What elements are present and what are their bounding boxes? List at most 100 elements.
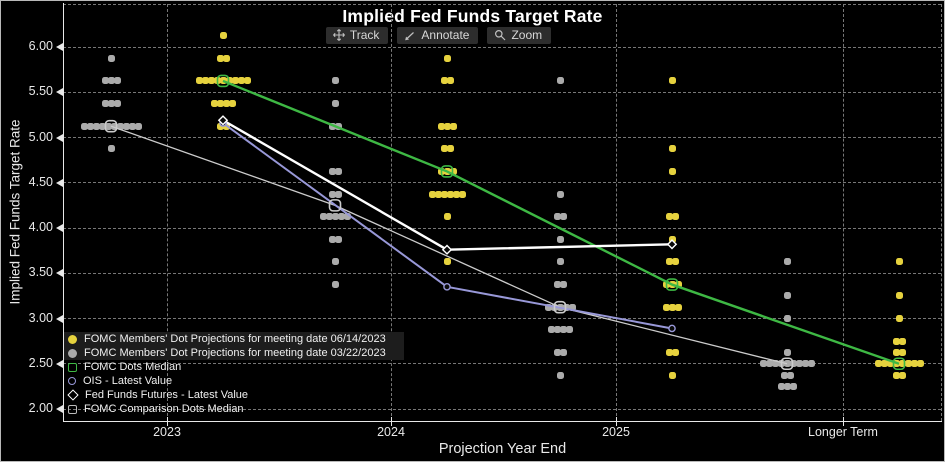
fomc-dot bbox=[334, 235, 342, 243]
blue-circle-marker-icon bbox=[68, 377, 76, 385]
fomc-dot bbox=[556, 258, 564, 266]
fomc-dot bbox=[343, 213, 351, 221]
fomc-dot bbox=[107, 100, 115, 108]
y-tick-arrow bbox=[56, 88, 63, 97]
fomc-dot bbox=[86, 122, 94, 130]
gridline-horizontal bbox=[63, 91, 941, 93]
fomc-dot bbox=[222, 122, 230, 130]
gridline-horizontal bbox=[63, 272, 941, 274]
fomc-dot bbox=[807, 360, 815, 368]
yellow-dot-marker-icon bbox=[68, 334, 77, 344]
fomc-dot bbox=[780, 371, 788, 379]
y-tick-arrow bbox=[56, 359, 63, 368]
legend-item-june-dots[interactable]: FOMC Members' Dot Projections for meetin… bbox=[64, 332, 404, 346]
fomc-dot bbox=[113, 77, 121, 85]
y-tick-label: 5.00 bbox=[28, 129, 53, 144]
y-tick-arrow bbox=[56, 269, 63, 278]
x-tick-label: 2023 bbox=[153, 425, 181, 439]
futures-point-marker bbox=[441, 244, 453, 255]
fomc-dot bbox=[331, 100, 339, 108]
fomc-dot bbox=[107, 145, 115, 153]
legend-label: Fed Funds Futures - Latest Value bbox=[85, 389, 249, 401]
green-square-marker-icon bbox=[68, 362, 77, 372]
fomc-dot bbox=[892, 371, 900, 379]
gridline-horizontal bbox=[63, 182, 941, 184]
fomc-dot bbox=[195, 77, 203, 85]
y-tick-label: 5.50 bbox=[28, 84, 53, 99]
fomc-dot bbox=[80, 122, 88, 130]
zoom-button[interactable]: Zoom bbox=[487, 27, 552, 44]
x-tick-mark bbox=[167, 417, 168, 426]
x-tick-label: 2025 bbox=[602, 425, 630, 439]
fomc-dot bbox=[668, 77, 676, 85]
y-tick-arrow bbox=[56, 314, 63, 323]
fomc-dot bbox=[671, 348, 679, 356]
fomc-dot bbox=[222, 54, 230, 62]
gray-square-marker-icon bbox=[68, 404, 77, 414]
fomc-dot bbox=[219, 32, 227, 40]
fomc-dot bbox=[134, 122, 142, 130]
legend-label: FOMC Comparison Dots Median bbox=[84, 403, 244, 415]
legend-item-fed-funds-futures[interactable]: Fed Funds Futures - Latest Value bbox=[64, 388, 404, 402]
fomc-dot bbox=[210, 100, 218, 108]
zoom-icon bbox=[494, 29, 506, 41]
y-tick-label: 2.00 bbox=[28, 401, 53, 415]
x-axis-title: Projection Year End bbox=[438, 441, 567, 457]
gridline-vertical bbox=[615, 4, 617, 421]
gridline-horizontal bbox=[63, 46, 941, 48]
gridline-horizontal bbox=[63, 227, 941, 229]
fomc-dot bbox=[668, 235, 676, 243]
y-tick-label: 3.50 bbox=[28, 265, 53, 280]
series-line bbox=[110, 125, 788, 365]
zoom-button-label: Zoom bbox=[511, 28, 543, 42]
gridline-horizontal bbox=[63, 318, 941, 319]
fomc-dot bbox=[559, 213, 567, 221]
legend-item-fomc-median[interactable]: FOMC Dots Median bbox=[64, 360, 404, 374]
fomc-dot bbox=[668, 145, 676, 153]
fomc-dot bbox=[895, 258, 903, 266]
gridline-horizontal bbox=[63, 408, 941, 410]
fomc-dot bbox=[98, 122, 106, 130]
fomc-dot bbox=[556, 371, 564, 379]
legend-label: FOMC Dots Median bbox=[84, 361, 182, 373]
fomc-dot bbox=[92, 122, 100, 130]
fomc-dot bbox=[331, 258, 339, 266]
fomc-dot bbox=[783, 258, 791, 266]
fomc-dot bbox=[443, 54, 451, 62]
fomc-dot bbox=[334, 190, 342, 198]
fomc-dot bbox=[783, 348, 791, 356]
fomc-dot bbox=[789, 382, 797, 390]
y-tick-label: 4.50 bbox=[28, 174, 53, 189]
x-tick-mark bbox=[391, 417, 392, 426]
legend-item-comparison-median[interactable]: FOMC Comparison Dots Median bbox=[64, 402, 404, 416]
fomc-dot bbox=[786, 371, 794, 379]
y-axis-line bbox=[63, 3, 64, 421]
legend-label: FOMC Members' Dot Projections for meetin… bbox=[84, 347, 386, 359]
annotate-button[interactable]: Annotate bbox=[397, 27, 479, 44]
fomc-dot bbox=[331, 77, 339, 85]
track-button[interactable]: Track bbox=[325, 27, 389, 44]
gridline-horizontal bbox=[63, 3, 941, 5]
fomc-dot bbox=[559, 281, 567, 289]
page-title: Implied Fed Funds Target Rate bbox=[342, 6, 603, 26]
fomc-dot bbox=[228, 100, 236, 108]
legend-label: OIS - Latest Value bbox=[83, 375, 173, 387]
y-tick-arrow bbox=[56, 178, 63, 187]
fomc-dot bbox=[113, 100, 121, 108]
fomc-dot bbox=[916, 360, 924, 368]
x-tick-label: Longer Term bbox=[808, 425, 878, 439]
fomc-dot bbox=[674, 303, 682, 311]
fomc-dot bbox=[559, 348, 567, 356]
fomc-dot bbox=[898, 337, 906, 345]
legend-item-ois[interactable]: OIS - Latest Value bbox=[64, 374, 404, 388]
y-tick-arrow bbox=[56, 405, 63, 413]
fomc-dot bbox=[331, 281, 339, 289]
x-tick-label: 2024 bbox=[377, 425, 405, 439]
fomc-dot bbox=[107, 54, 115, 62]
fomc-dot bbox=[895, 315, 903, 322]
legend-label: FOMC Members' Dot Projections for meetin… bbox=[84, 333, 386, 345]
legend-item-march-dots[interactable]: FOMC Members' Dot Projections for meetin… bbox=[64, 346, 404, 360]
fomc-dot bbox=[458, 190, 466, 198]
y-tick-label: 4.00 bbox=[28, 220, 53, 234]
